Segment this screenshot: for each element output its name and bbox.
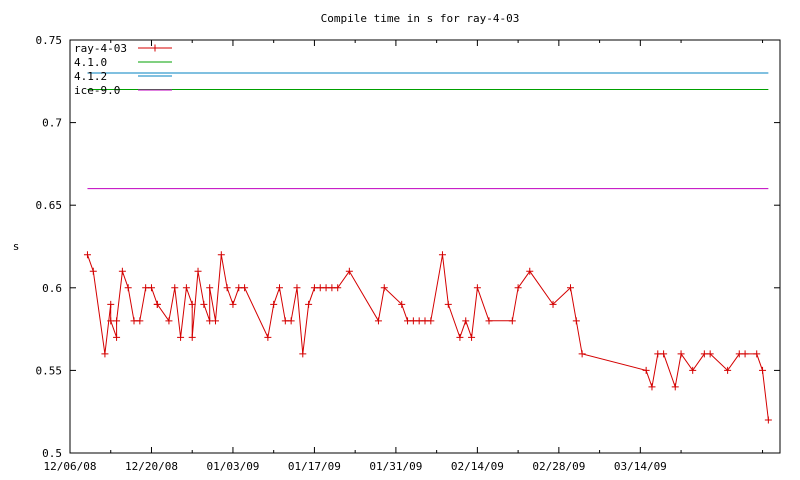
chart-title: Compile time in s for ray-4-03 [321, 12, 520, 25]
x-tick-label: 01/03/09 [206, 460, 259, 473]
data-point-marker [194, 267, 202, 275]
data-point-marker [578, 350, 586, 358]
y-tick-label: 0.65 [36, 199, 63, 212]
data-point-marker [724, 366, 732, 374]
data-point-marker [345, 267, 353, 275]
data-point-marker [182, 284, 190, 292]
y-tick-label: 0.75 [36, 34, 63, 47]
data-point-marker [427, 317, 435, 325]
data-points [83, 251, 772, 424]
legend-label-4-1-2: 4.1.2 [74, 70, 107, 83]
data-point-marker [677, 350, 685, 358]
data-point-marker [462, 317, 470, 325]
data-point-marker [468, 333, 476, 341]
data-point-marker [334, 284, 342, 292]
data-point-marker [177, 333, 185, 341]
data-point-marker [514, 284, 522, 292]
data-point-marker [188, 333, 196, 341]
data-point-marker [171, 284, 179, 292]
data-point-marker [305, 300, 313, 308]
data-point-marker [660, 350, 668, 358]
data-point-marker [206, 284, 214, 292]
data-point-marker [293, 284, 301, 292]
data-point-marker [270, 300, 278, 308]
data-point-marker [229, 300, 237, 308]
y-axis: 0.5 0.55 0.6 0.65 0.7 0.75 [36, 34, 780, 460]
x-tick-label: 03/14/09 [614, 460, 667, 473]
legend-label-ray-4-03: ray-4-03 [74, 42, 127, 55]
y-axis-label: s [13, 240, 20, 253]
legend-label-ice-9-0: ice-9.0 [74, 84, 120, 97]
data-point-marker [83, 251, 91, 259]
data-point-marker [118, 267, 126, 275]
data-point-marker [438, 251, 446, 259]
data-point-marker [147, 284, 155, 292]
data-point-marker [671, 383, 679, 391]
data-point-marker [200, 300, 208, 308]
data-point-marker [211, 317, 219, 325]
data-point-marker [113, 317, 121, 325]
data-point-marker [223, 284, 231, 292]
data-point-marker [217, 251, 225, 259]
plot-lines [87, 72, 769, 421]
data-point-marker [241, 284, 249, 292]
data-point-marker [374, 317, 382, 325]
data-point-marker [276, 284, 284, 292]
data-point-marker [689, 366, 697, 374]
data-point-marker [508, 317, 516, 325]
data-point-marker [473, 284, 481, 292]
y-tick-label: 0.6 [42, 282, 62, 295]
x-tick-label: 02/14/09 [451, 460, 504, 473]
legend-marker [151, 44, 159, 52]
data-point-marker [124, 284, 132, 292]
data-point-marker [287, 317, 295, 325]
x-axis: 12/06/08 12/20/08 01/03/09 01/17/09 01/31/09… [44, 40, 764, 473]
x-tick-label: 12/06/08 [44, 460, 97, 473]
data-point-marker [759, 366, 767, 374]
y-tick-label: 0.5 [42, 447, 62, 460]
data-point-marker [188, 300, 196, 308]
data-point-marker [101, 350, 109, 358]
data-point-marker [107, 300, 115, 308]
data-point-marker [648, 383, 656, 391]
data-point-marker [741, 350, 749, 358]
data-point-marker [165, 317, 173, 325]
data-point-marker [444, 300, 452, 308]
data-point-marker [485, 317, 493, 325]
data-point-marker [526, 267, 534, 275]
data-point-marker [264, 333, 272, 341]
y-tick-label: 0.55 [36, 364, 63, 377]
data-point-marker [456, 333, 464, 341]
data-point-marker [642, 366, 650, 374]
x-tick-label: 01/17/09 [288, 460, 341, 473]
data-point-marker [549, 300, 557, 308]
x-tick-label: 01/31/09 [369, 460, 422, 473]
data-point-marker [764, 416, 772, 424]
x-tick-label: 02/28/09 [532, 460, 585, 473]
data-point-marker [299, 350, 307, 358]
x-tick-label: 12/20/08 [125, 460, 178, 473]
plot-frame [69, 39, 781, 454]
data-point-marker [89, 267, 97, 275]
data-point-marker [566, 284, 574, 292]
y-tick-label: 0.7 [42, 117, 62, 130]
data-point-marker [380, 284, 388, 292]
data-point-marker [706, 350, 714, 358]
data-point-marker [753, 350, 761, 358]
legend-label-4-1-0: 4.1.0 [74, 56, 107, 69]
data-point-marker [136, 317, 144, 325]
data-point-marker [153, 300, 161, 308]
data-point-marker [113, 333, 121, 341]
data-point-marker [398, 300, 406, 308]
data-point-marker [572, 317, 580, 325]
